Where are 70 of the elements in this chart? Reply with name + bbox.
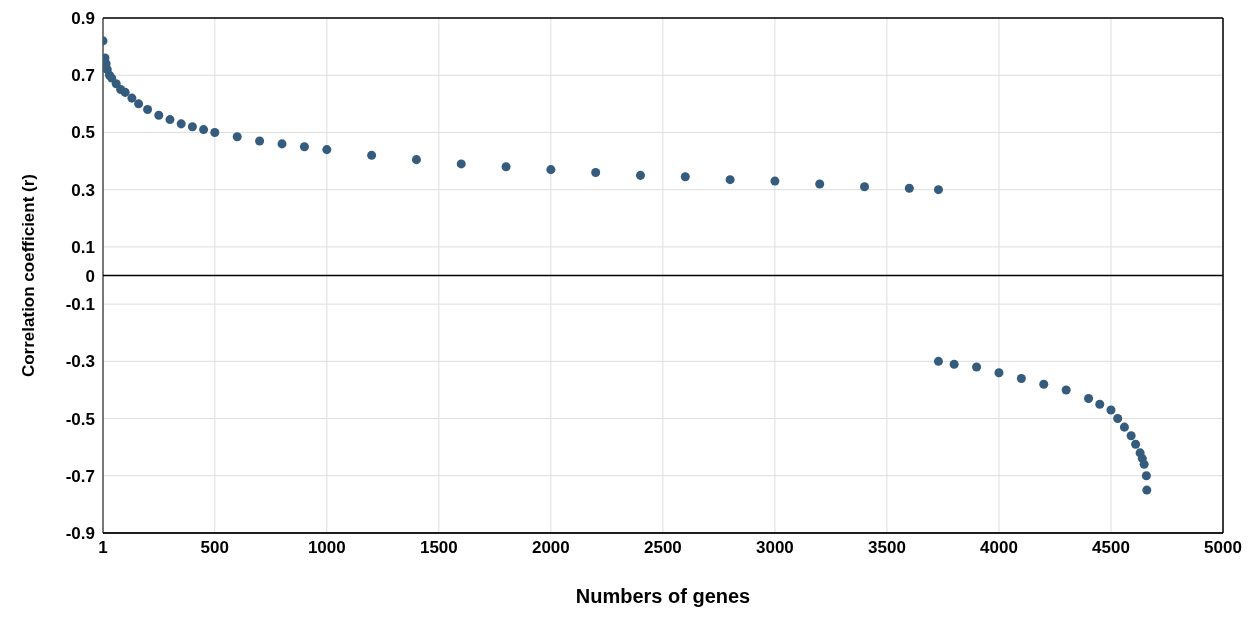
- point: [860, 182, 870, 192]
- x-tick-label: 5000: [1204, 538, 1242, 558]
- point: [134, 99, 144, 109]
- point: [1113, 414, 1123, 424]
- x-tick-label: 1000: [307, 538, 346, 558]
- point: [680, 172, 690, 182]
- point: [277, 139, 287, 149]
- x-tick-label: 2500: [643, 538, 682, 558]
- point: [1141, 471, 1151, 481]
- point: [933, 356, 943, 366]
- y-tick-label: -0.9: [65, 524, 95, 544]
- point: [1131, 439, 1141, 449]
- point: [322, 145, 332, 155]
- y-tick-label: -0.7: [65, 466, 95, 486]
- y-tick-label: -0.3: [65, 352, 95, 372]
- point: [1119, 422, 1129, 432]
- point: [232, 132, 242, 142]
- point: [546, 165, 556, 175]
- point: [1039, 379, 1049, 389]
- point: [1139, 459, 1149, 469]
- x-tick-label: 1500: [419, 538, 458, 558]
- point: [972, 362, 982, 372]
- point: [1106, 405, 1116, 415]
- y-tick-label: 0.7: [71, 66, 95, 86]
- point: [1095, 399, 1105, 409]
- point: [815, 179, 825, 189]
- point: [367, 150, 377, 160]
- x-tick-label: 3000: [756, 538, 794, 558]
- point: [210, 127, 220, 137]
- point: [635, 170, 645, 180]
- x-tick-label: 4500: [1092, 538, 1130, 558]
- point: [1016, 373, 1026, 384]
- point: [255, 136, 265, 146]
- x-tick-label: 3500: [868, 538, 906, 558]
- point: [904, 183, 914, 193]
- point: [411, 155, 421, 165]
- point: [770, 176, 780, 186]
- point: [1142, 485, 1152, 495]
- point: [725, 175, 735, 185]
- x-tick-label: 1: [98, 538, 108, 558]
- y-tick-label: -0.5: [65, 409, 95, 429]
- point: [501, 162, 511, 172]
- point: [1084, 394, 1094, 404]
- y-axis-title: Correlation coefficient (r): [19, 173, 39, 378]
- point: [187, 122, 197, 132]
- point: [165, 115, 175, 125]
- x-tick-label: 4000: [980, 538, 1018, 558]
- point: [143, 105, 153, 115]
- y-tick-label: -0.1: [65, 295, 95, 315]
- y-tick-label: 0.9: [71, 9, 95, 29]
- x-tick-label: 500: [200, 538, 229, 558]
- y-tick-label: 0.5: [71, 123, 95, 143]
- y-tick-label: 0.1: [71, 237, 95, 257]
- point: [299, 142, 309, 152]
- point: [456, 159, 466, 169]
- point: [591, 167, 601, 178]
- point: [120, 87, 130, 97]
- point: [949, 359, 959, 369]
- point: [176, 119, 186, 129]
- y-tick-label: 0: [85, 266, 95, 286]
- point: [994, 368, 1004, 378]
- point: [1061, 385, 1071, 395]
- point: [933, 185, 943, 195]
- point: [199, 125, 209, 135]
- point: [154, 110, 164, 120]
- x-tick-label: 2000: [531, 538, 570, 558]
- point: [1126, 431, 1136, 441]
- x-axis-title: Numbers of genes: [575, 585, 751, 607]
- point: [127, 93, 137, 103]
- y-tick-label: 0.3: [71, 180, 95, 200]
